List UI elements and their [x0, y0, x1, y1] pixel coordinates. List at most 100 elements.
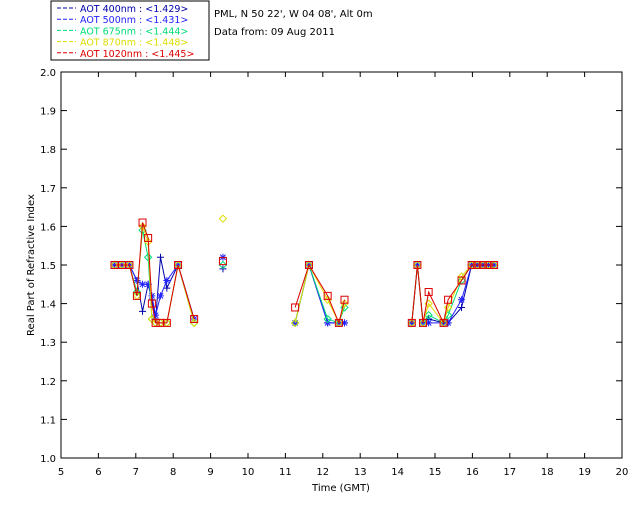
data-point [147, 299, 156, 308]
legend-entry: AOT 500nm : <1.431> [80, 15, 188, 26]
data-point [139, 307, 147, 315]
data-point [490, 261, 499, 269]
data-point [138, 222, 147, 231]
x-tick-label: 5 [58, 467, 64, 478]
y-tick-label: 1.5 [40, 261, 56, 272]
data-point [467, 261, 476, 269]
data-point [156, 292, 164, 300]
data-point [304, 261, 313, 269]
data-point [340, 303, 349, 312]
data-point [162, 318, 171, 327]
data-point [189, 318, 199, 328]
y-tick-label: 1.7 [40, 184, 56, 195]
y-tick-label: 1.4 [40, 300, 56, 311]
x-tick-label: 11 [279, 467, 292, 478]
data-point [174, 261, 183, 269]
x-tick-label: 17 [503, 467, 516, 478]
series-5 [110, 218, 499, 327]
data-point [163, 276, 171, 284]
data-point [156, 318, 165, 327]
data-point [444, 295, 453, 304]
x-tick-label: 15 [429, 467, 442, 478]
y-tick-label: 1.1 [40, 415, 56, 426]
plot-area [60, 71, 623, 459]
x-tick-label: 6 [95, 467, 101, 478]
x-tick-label: 14 [391, 467, 404, 478]
data-point [143, 253, 153, 262]
series-line [294, 263, 345, 325]
y-tick-label: 1.8 [40, 145, 56, 156]
x-tick-label: 9 [207, 467, 213, 478]
data-point [425, 319, 433, 327]
series-line [114, 263, 195, 320]
x-axis-label: Time (GMT) [311, 483, 370, 494]
series-line [411, 264, 495, 325]
data-point [340, 299, 349, 308]
data-point [144, 280, 152, 288]
y-axis-label: Real Part of Refractive Index [26, 194, 37, 336]
data-point [458, 296, 466, 304]
x-tick-label: 7 [133, 467, 139, 478]
x-tick-label: 20 [616, 467, 629, 478]
x-tick-label: 16 [466, 467, 479, 478]
data-point [478, 261, 487, 269]
y-tick-label: 1.3 [40, 338, 56, 349]
data-point [444, 319, 452, 327]
data-point [138, 218, 147, 227]
data-point [290, 318, 300, 328]
data-point [218, 260, 228, 270]
chart-title-line-1: PML, N 50 22', W 04 08', Alt 0m [214, 9, 373, 20]
axis-ticks: 5 6 7 8 9 10 11 12 13 14 15 16 17 18 19 20 1.0 1.1 1.2 1.3 1… [40, 68, 628, 478]
legend-entry: AOT 870nm : <1.448> [80, 38, 188, 49]
legend-entry: AOT 1020nm : <1.445> [80, 49, 194, 60]
y-tick-label: 1.9 [40, 107, 56, 118]
data-point [407, 318, 416, 327]
data-point [291, 303, 300, 312]
data-point [139, 280, 147, 288]
data-point [163, 284, 171, 292]
data-point [334, 318, 343, 327]
data-point [218, 214, 228, 223]
x-tick-label: 12 [316, 467, 329, 478]
data-point [413, 261, 422, 269]
data-point [473, 261, 482, 269]
legend: AOT 400nm : <1.429>AOT 500nm : <1.431> AO… [57, 4, 194, 60]
data-point [156, 253, 164, 261]
data-point [458, 303, 466, 311]
data-point [340, 319, 348, 327]
data-point [424, 310, 433, 320]
x-tick-label: 8 [170, 467, 176, 478]
data-point [133, 276, 141, 284]
y-tick-label: 2.0 [40, 68, 56, 79]
series-layer [110, 214, 499, 328]
y-tick-label: 1.6 [40, 222, 56, 233]
data-point [323, 314, 332, 324]
x-tick-label: 19 [578, 467, 591, 478]
x-tick-label: 18 [541, 467, 554, 478]
chart-title-line-2: Data from: 09 Aug 2011 [214, 27, 335, 38]
data-point [152, 311, 160, 319]
data-point [439, 318, 448, 327]
y-tick-label: 1.2 [40, 377, 56, 388]
data-point [340, 295, 349, 304]
data-point [144, 233, 153, 242]
data-point [190, 315, 199, 324]
data-point [323, 295, 332, 304]
data-point [419, 318, 428, 327]
data-point [443, 303, 453, 312]
legend-box [50, 0, 210, 61]
data-point [218, 257, 227, 266]
data-point [132, 291, 141, 300]
y-tick-label: 1.0 [40, 454, 56, 465]
data-point [323, 291, 332, 300]
x-tick-label: 10 [242, 467, 255, 478]
data-point [125, 261, 134, 269]
data-point [151, 318, 160, 327]
series-line [114, 222, 195, 324]
data-point [424, 288, 433, 297]
x-tick-label: 13 [354, 467, 367, 478]
legend-entry: AOT 400nm : <1.429> [80, 4, 188, 15]
series-line [294, 263, 345, 325]
data-point [484, 261, 493, 269]
